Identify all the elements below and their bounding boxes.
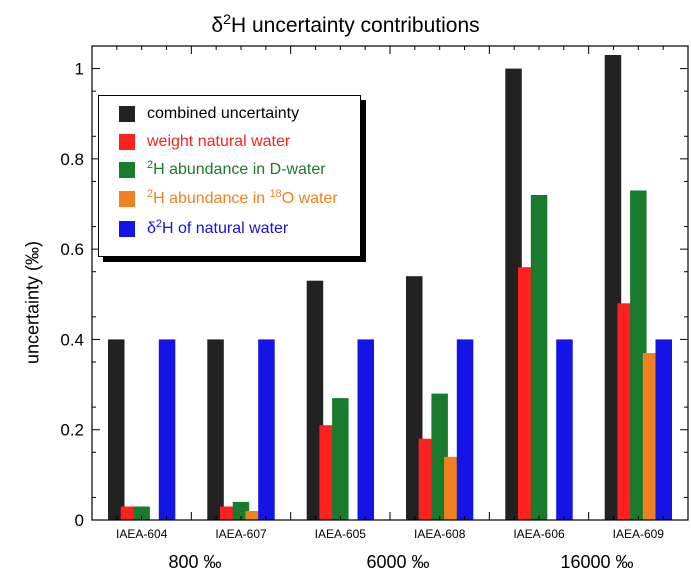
bar-iaea-608-s2: [431, 393, 448, 520]
bar-iaea-609-s0: [604, 55, 622, 520]
y-tick-label: 1: [75, 60, 84, 79]
bar-iaea-605-s2: [332, 398, 349, 520]
bar-iaea-608-s1: [418, 438, 436, 520]
bar-iaea-607-s0: [207, 339, 224, 520]
bar-iaea-607-s3: [245, 511, 262, 520]
legend: combined uncertainty weight natural wate…: [98, 95, 361, 257]
legend-swatch-18owater: [119, 191, 135, 207]
legend-swatch-dwater: [119, 162, 135, 178]
bar-iaea-604-s4: [158, 339, 176, 520]
x-tick-label: IAEA-605: [315, 527, 367, 541]
bar-iaea-609-s3: [642, 353, 660, 520]
bar-iaea-605-s1: [319, 425, 336, 520]
legend-label-weight: weight natural water: [147, 133, 291, 150]
x-tick-label: IAEA-604: [116, 527, 168, 541]
bar-iaea-604-s1: [120, 506, 138, 520]
bar-iaea-606-s1: [518, 267, 535, 520]
bar-iaea-609-s1: [617, 303, 634, 520]
legend-label-combined: combined uncertainty: [147, 105, 300, 122]
legend-label-natural: δ2H of natural water: [147, 218, 289, 237]
legend-item-weight: weight natural water: [119, 131, 290, 153]
group-label-6000: 6000 ‰: [366, 552, 430, 572]
legend-item-natural: δ2H of natural water: [119, 218, 288, 240]
x-tick-label: IAEA-609: [613, 527, 665, 541]
legend-swatch-natural: [119, 221, 135, 237]
bar-iaea-608-s3: [444, 456, 461, 520]
y-tick-label: 0.2: [60, 421, 84, 440]
legend-item-combined: combined uncertainty: [119, 103, 299, 125]
bar-iaea-604-s2: [133, 506, 150, 520]
chart-title: δ2H uncertainty contributions: [211, 12, 480, 37]
x-tick-label: IAEA-606: [513, 527, 565, 541]
y-tick-label: 0.6: [60, 240, 84, 259]
bar-iaea-606-s2: [530, 195, 548, 520]
legend-label-dwater: 2H abundance in D-water: [147, 159, 326, 178]
bar-iaea-607-s1: [220, 506, 237, 520]
legend-item-18owater: 2H abundance in 18O water: [119, 188, 338, 210]
bar-iaea-609-s2: [630, 190, 647, 520]
bar-iaea-606-s4: [556, 339, 573, 520]
bar-iaea-605-s0: [306, 280, 324, 520]
y-axis-label: uncertainty (‰): [22, 240, 43, 365]
bar-iaea-608-s4: [456, 339, 474, 520]
y-tick-label: 0.4: [60, 330, 84, 349]
legend-swatch-combined: [119, 106, 135, 122]
legend-label-18owater: 2H abundance in 18O water: [147, 188, 338, 207]
group-label-800: 800 ‰: [168, 552, 222, 572]
x-tick-label: IAEA-607: [215, 527, 267, 541]
legend-item-dwater: 2H abundance in D-water: [119, 159, 326, 181]
bar-iaea-608-s0: [406, 276, 423, 520]
y-tick-label: 0: [75, 511, 84, 530]
legend-swatch-weight: [119, 134, 135, 150]
group-label-16000: 16000 ‰: [560, 552, 634, 572]
x-tick-label: IAEA-608: [414, 527, 466, 541]
y-tick-label: 0.8: [60, 150, 84, 169]
bar-iaea-607-s4: [258, 339, 275, 520]
bar-iaea-609-s4: [655, 339, 672, 520]
bar-iaea-606-s0: [505, 68, 522, 520]
bar-iaea-605-s4: [357, 339, 374, 520]
bar-iaea-607-s2: [232, 501, 250, 520]
bar-iaea-604-s0: [108, 339, 125, 520]
